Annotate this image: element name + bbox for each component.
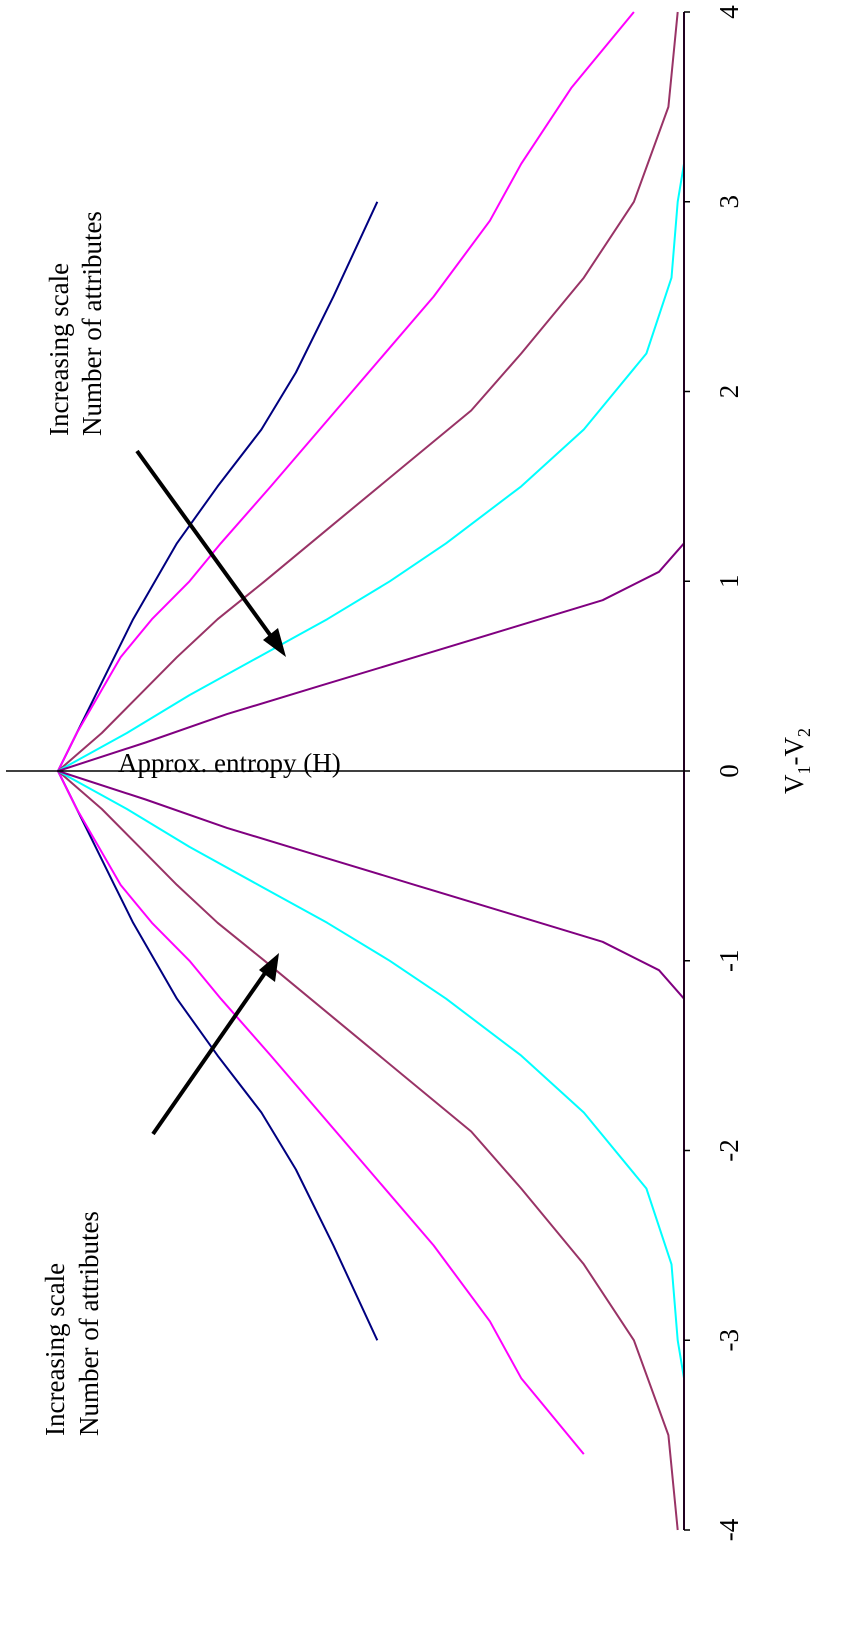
x-axis-label-dash: -V (779, 737, 809, 766)
x-tick-label: -1 (714, 950, 744, 973)
trend-arrow-lower (151, 961, 274, 1136)
trend-arrow-lower-head (259, 953, 279, 982)
x-axis-label-sub1: 1 (794, 766, 814, 775)
x-tick-label: -4 (714, 1518, 744, 1541)
trend-arrow-upper (135, 449, 283, 652)
x-tick-label: 1 (714, 575, 744, 589)
x-tick-label: -2 (714, 1139, 744, 1162)
x-axis-label: V1-V2 (779, 728, 814, 794)
annotation-lower-line1: Increasing scale (40, 1263, 70, 1436)
series-line-2 (57, 11, 635, 1455)
x-tick-label: 0 (714, 764, 744, 778)
trend-arrow-upper-head (263, 628, 286, 657)
x-tick-label: 4 (714, 5, 744, 19)
annotation-upper-line2: Number of attributes (77, 211, 107, 436)
x-axis-label-v1: V (779, 774, 809, 794)
x-axis-label-sub2: 2 (794, 728, 814, 737)
x-tick-label: -3 (714, 1329, 744, 1352)
axes-layer: -4 -3 -2 -1 0 1 2 3 4 (6, 5, 744, 1541)
x-tick-label: 2 (714, 385, 744, 399)
x-tick-label: 3 (714, 195, 744, 209)
annotation-lower-line2: Number of attributes (74, 1211, 104, 1436)
annotation-upper-line1: Increasing scale (44, 263, 74, 436)
y-axis-label: Approx. entropy (H) (118, 748, 341, 778)
